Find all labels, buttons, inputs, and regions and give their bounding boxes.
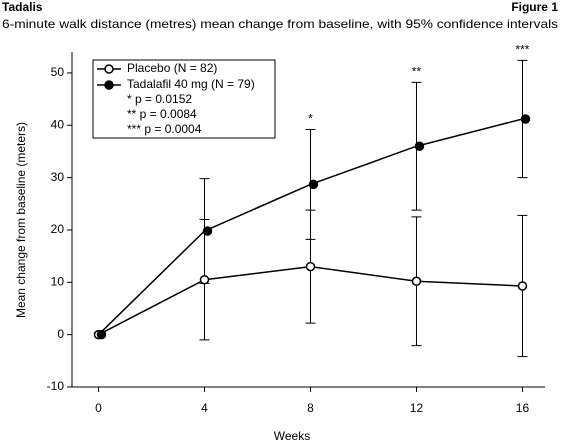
x-tick-label: 0 — [95, 401, 102, 415]
y-tick-label: 40 — [51, 117, 65, 131]
significance-label: * — [308, 112, 313, 126]
data-point — [199, 274, 210, 285]
data-point — [96, 329, 107, 340]
legend-marker — [104, 64, 114, 74]
data-point — [411, 276, 422, 287]
y-tick-label: -10 — [47, 379, 65, 393]
legend-box — [92, 59, 276, 139]
data-point — [517, 281, 528, 291]
x-tick-label: 8 — [307, 401, 314, 415]
y-axis-label: Mean change from baseline (meters) — [14, 122, 28, 318]
data-point — [520, 114, 531, 124]
y-tick-label: 0 — [57, 327, 64, 341]
legend-label: Placebo (N = 82) — [127, 61, 217, 75]
data-point — [308, 179, 319, 190]
x-tick-label: 16 — [516, 401, 530, 415]
y-tick-label: 50 — [51, 65, 65, 79]
x-axis-label: Weeks — [274, 429, 310, 443]
data-point — [305, 261, 316, 272]
legend-label: Tadalafil 40 mg (N = 79) — [127, 77, 255, 91]
data-point — [414, 141, 425, 151]
legend-marker — [104, 80, 114, 90]
data-point — [202, 226, 213, 236]
legend-note: *** p = 0.0004 — [127, 122, 202, 136]
chart-title: 6-minute walk distance (metres) mean cha… — [2, 17, 558, 31]
significance-label: ** — [412, 65, 422, 79]
legend-note: ** p = 0.0084 — [127, 107, 197, 121]
y-tick-label: 20 — [51, 222, 65, 236]
legend-note: * p = 0.0152 — [127, 92, 192, 106]
header: Tadalis — [2, 0, 43, 14]
y-tick-label: 30 — [51, 170, 65, 184]
significance-label: *** — [515, 43, 529, 57]
x-tick-label: 4 — [201, 401, 208, 415]
figure-label: Figure 1 — [511, 0, 558, 14]
y-tick-label: 10 — [51, 274, 65, 288]
x-tick-label: 12 — [410, 401, 424, 415]
